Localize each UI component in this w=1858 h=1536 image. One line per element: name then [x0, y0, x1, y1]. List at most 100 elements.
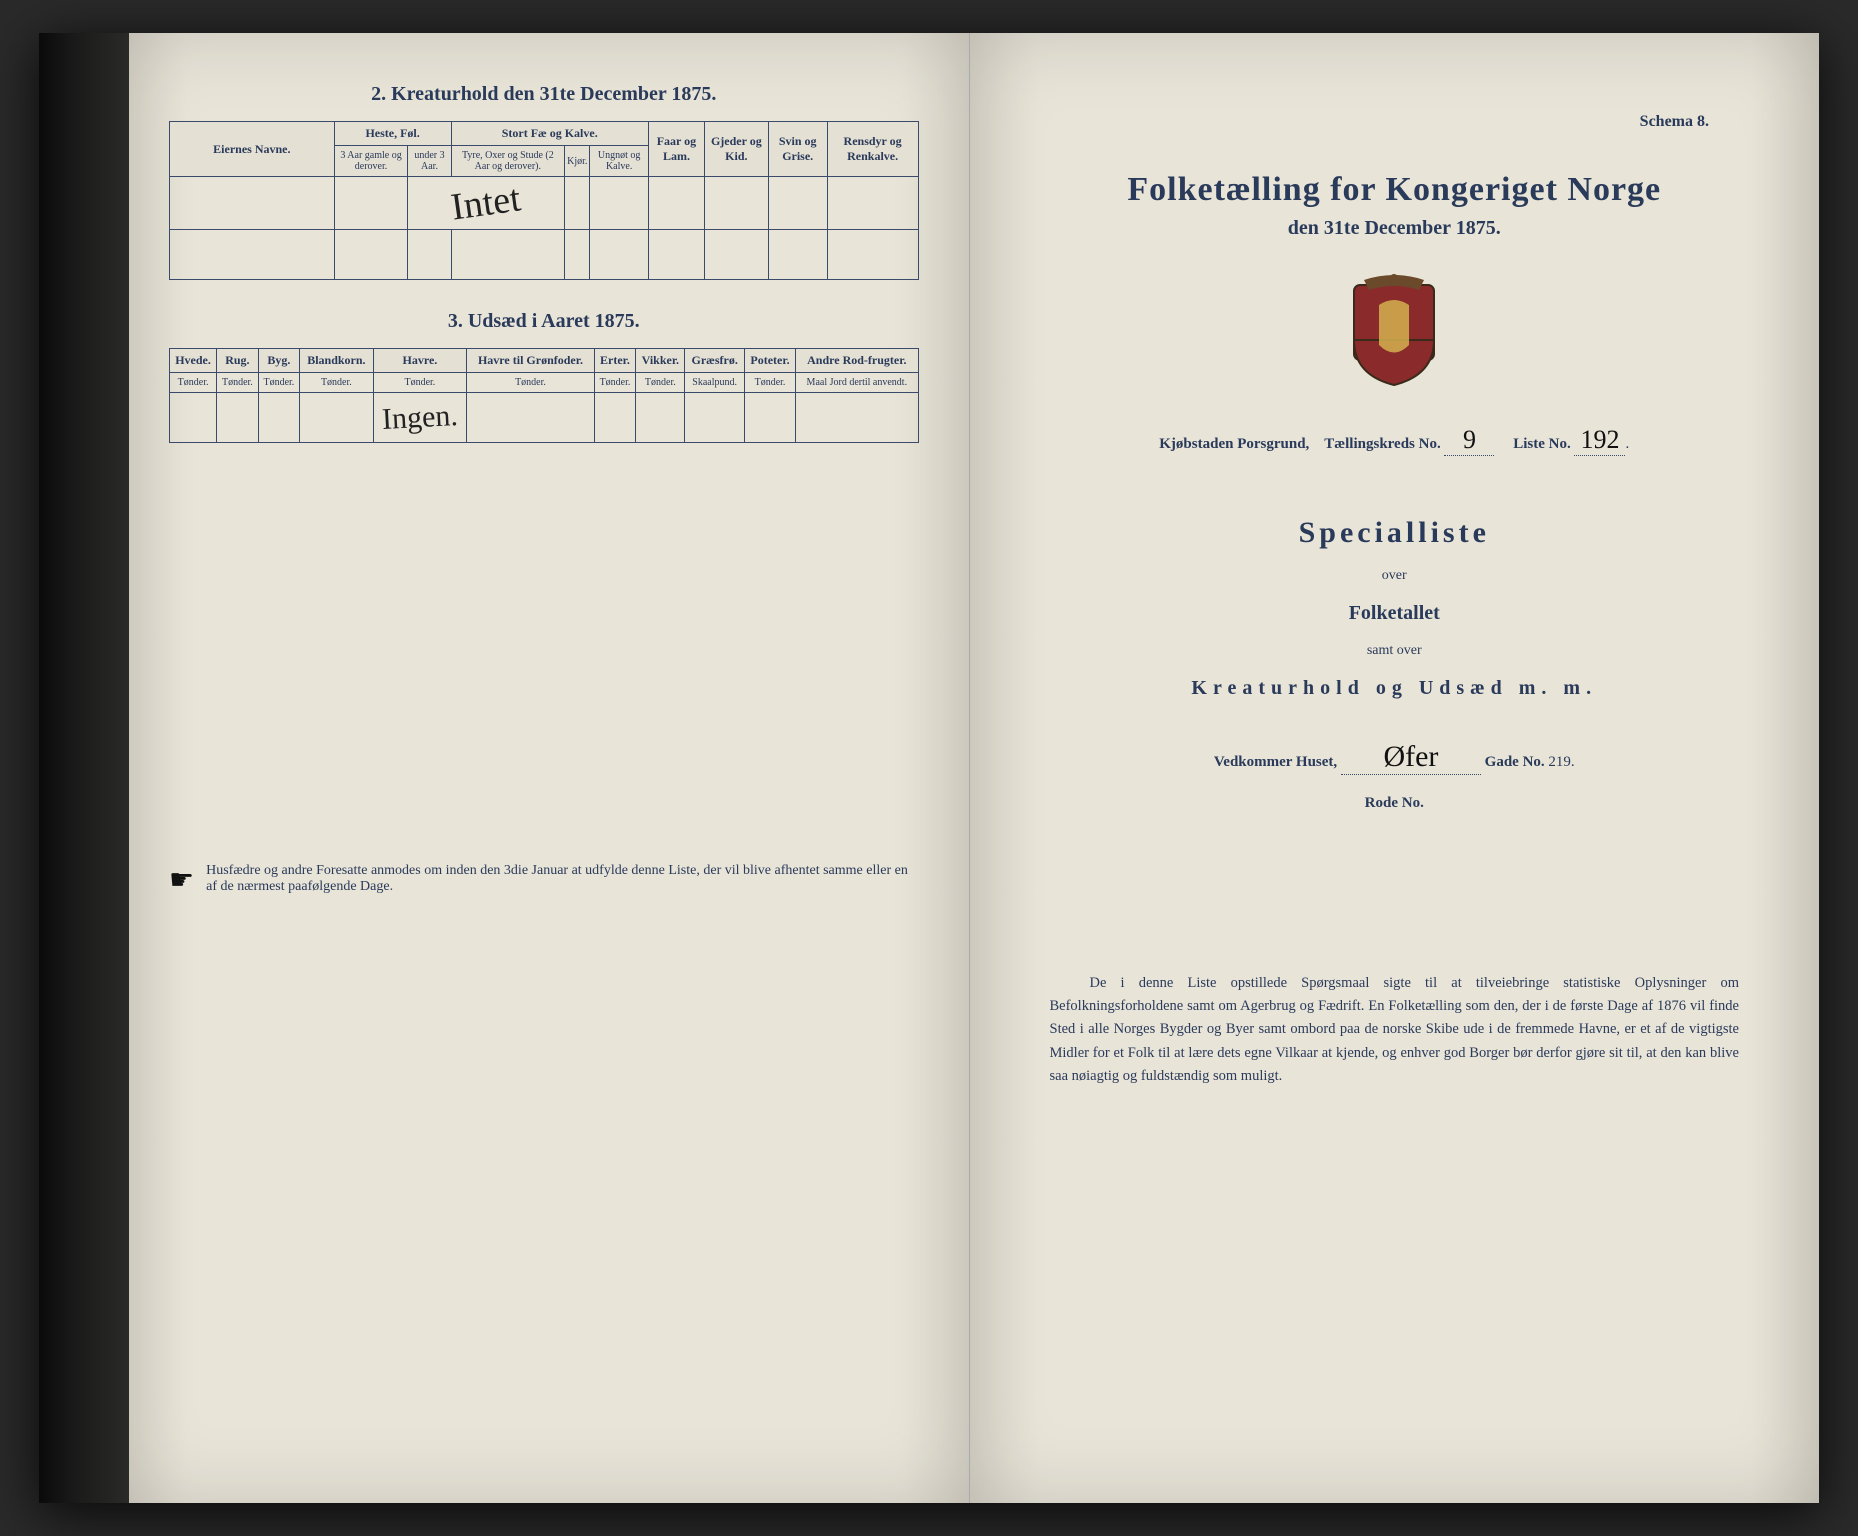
- cell-blank: [170, 177, 335, 230]
- cell-blank: [408, 230, 451, 280]
- c1: Hvede.: [170, 349, 217, 373]
- cell-blank: [217, 393, 259, 443]
- u3: Tønder.: [258, 373, 300, 393]
- left-page: 2. Kreaturhold den 31te December 1875. E…: [119, 33, 970, 1503]
- meta-line: Kjøbstaden Porsgrund, Tællingskreds No. …: [1020, 425, 1770, 456]
- u4: Tønder.: [300, 373, 373, 393]
- cell-blank: [705, 177, 769, 230]
- rode-label: Rode No.: [1020, 795, 1770, 812]
- gade-label: Gade No.: [1485, 754, 1545, 770]
- folketallet: Folketallet: [1020, 602, 1770, 625]
- sub-f1: Tyre, Oxer og Stude (2 Aar og derover).: [451, 146, 565, 177]
- footnote: ☛ Husfædre og andre Foresatte anmodes om…: [169, 863, 919, 897]
- u11: Maal Jord dertil anvendt.: [796, 373, 918, 393]
- col-ren: Rensdyr og Renkalve.: [827, 122, 918, 177]
- c9: Græsfrø.: [685, 349, 744, 373]
- c2: Rug.: [217, 349, 259, 373]
- c6: Havre til Grønfoder.: [467, 349, 594, 373]
- cell-blank: [334, 177, 408, 230]
- col-eier: Eiernes Navne.: [170, 122, 335, 177]
- cell-blank: [768, 230, 827, 280]
- census-title: Folketælling for Kongeriget Norge: [1020, 171, 1770, 209]
- u10: Tønder.: [744, 373, 795, 393]
- c11: Andre Rod-frugter.: [796, 349, 918, 373]
- liste-label: Liste No.: [1513, 436, 1571, 452]
- liste-value: 192: [1574, 425, 1625, 456]
- c5: Havre.: [373, 349, 467, 373]
- cell-blank: [768, 177, 827, 230]
- sub-f3: Ungnøt og Kalve.: [590, 146, 649, 177]
- col-faar: Faar og Lam.: [648, 122, 704, 177]
- house-label: Vedkommer Huset,: [1214, 754, 1337, 770]
- footnote-text: Husfædre og andre Foresatte anmodes om i…: [206, 863, 918, 895]
- cell-handwritten: Intet: [408, 177, 565, 230]
- cell-blank: [827, 177, 918, 230]
- cell-blank: [636, 393, 685, 443]
- census-date: den 31te December 1875.: [1020, 217, 1770, 240]
- handwriting-ingen: Ingen.: [381, 399, 458, 437]
- cell-blank: [565, 230, 590, 280]
- specialliste: Specialliste: [1020, 516, 1770, 550]
- u9: Skaalpund.: [685, 373, 744, 393]
- u1: Tønder.: [170, 373, 217, 393]
- cell-blank: [827, 230, 918, 280]
- house-line: Vedkommer Huset, Øfer Gade No. 219.: [1020, 740, 1770, 775]
- cell-blank: [648, 177, 704, 230]
- col-gjed: Gjeder og Kid.: [705, 122, 769, 177]
- explanatory-paragraph: De i denne Liste opstillede Spørgsmaal s…: [1050, 972, 1740, 1088]
- cell-blank: [590, 177, 649, 230]
- cell-blank: [467, 393, 594, 443]
- c8: Vikker.: [636, 349, 685, 373]
- cell-blank: [594, 393, 636, 443]
- u8: Tønder.: [636, 373, 685, 393]
- kreaturhold: Kreaturhold og Udsæd m. m.: [1020, 677, 1770, 700]
- u7: Tønder.: [594, 373, 636, 393]
- sub-f2: Kjør.: [565, 146, 590, 177]
- table-udsaed: Hvede. Rug. Byg. Blandkorn. Havre. Havre…: [169, 348, 919, 443]
- grp-heste: Heste, Føl.: [334, 122, 451, 146]
- c10: Poteter.: [744, 349, 795, 373]
- right-page: Schema 8. Folketælling for Kongeriget No…: [970, 33, 1820, 1503]
- sub-h1: 3 Aar gamle og derover.: [334, 146, 408, 177]
- cell-blank: [451, 230, 565, 280]
- cell-blank: [685, 393, 744, 443]
- gade-value: 219: [1548, 754, 1571, 770]
- table-kreaturhold: Eiernes Navne. Heste, Føl. Stort Fæ og K…: [169, 121, 919, 280]
- u5: Tønder.: [373, 373, 467, 393]
- grp-fae: Stort Fæ og Kalve.: [451, 122, 648, 146]
- house-handwritten: Øfer: [1341, 740, 1481, 775]
- kreds-value: 9: [1444, 425, 1494, 456]
- u6: Tønder.: [467, 373, 594, 393]
- coat-of-arms-icon: [1020, 270, 1770, 395]
- cell-blank: [744, 393, 795, 443]
- title-block: Folketælling for Kongeriget Norge den 31…: [1020, 171, 1770, 240]
- c4: Blandkorn.: [300, 349, 373, 373]
- cell-blank: [796, 393, 918, 443]
- cell-blank: [565, 177, 590, 230]
- town-label: Kjøbstaden Porsgrund,: [1159, 436, 1309, 452]
- cell-blank: [590, 230, 649, 280]
- cell-blank: [705, 230, 769, 280]
- section3-title: 3. Udsæd i Aaret 1875.: [169, 310, 919, 333]
- cell-blank: [170, 393, 217, 443]
- c7: Erter.: [594, 349, 636, 373]
- over1: over: [1020, 568, 1770, 584]
- kreds-label: Tællingskreds No.: [1324, 436, 1440, 452]
- cell-blank: [300, 393, 373, 443]
- c3: Byg.: [258, 349, 300, 373]
- schema-label: Schema 8.: [1020, 113, 1710, 131]
- samtover: samt over: [1020, 643, 1770, 659]
- cell-blank: [170, 230, 335, 280]
- cell-blank: [334, 230, 408, 280]
- cell-blank: [258, 393, 300, 443]
- handwriting-intet: Intet: [449, 176, 524, 229]
- col-svin: Svin og Grise.: [768, 122, 827, 177]
- sub-h2: under 3 Aar.: [408, 146, 451, 177]
- pointing-hand-icon: ☛: [169, 863, 194, 897]
- book-spine: [39, 33, 129, 1503]
- cell-blank: [648, 230, 704, 280]
- section2-title: 2. Kreaturhold den 31te December 1875.: [169, 83, 919, 106]
- special-block: Specialliste over Folketallet samt over …: [1020, 516, 1770, 700]
- u2: Tønder.: [217, 373, 259, 393]
- document-spread: 2. Kreaturhold den 31te December 1875. E…: [39, 33, 1819, 1503]
